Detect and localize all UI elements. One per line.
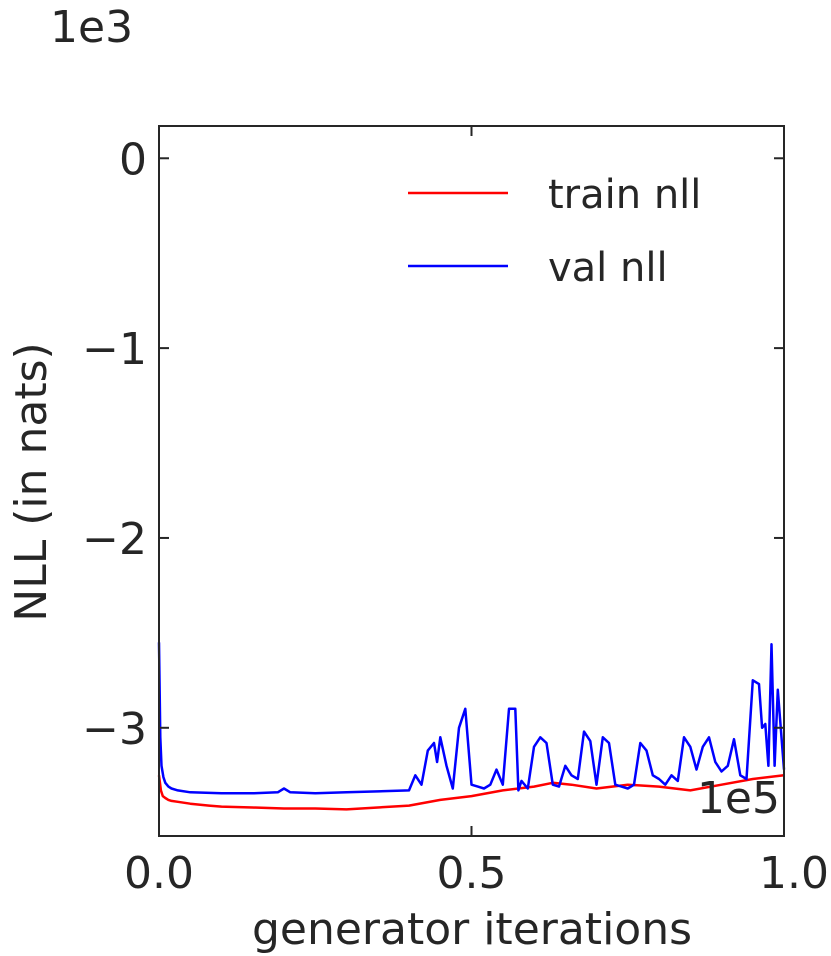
series-layer [157, 642, 786, 811]
y-offset-text: 1e3 [50, 2, 133, 53]
y-tick-label: −3 [82, 704, 147, 755]
x-tick-label: 0.0 [124, 848, 194, 899]
ticks-layer: 0 −1 −2 −3 0.0 0.5 1.0 [82, 126, 829, 899]
y-tick-label: −2 [82, 514, 147, 565]
x-offset-text: 1e5 [697, 773, 780, 824]
y-tick-label: 0 [119, 134, 147, 185]
legend: train nll val nll [408, 172, 701, 291]
legend-label-train: train nll [548, 172, 701, 218]
plot-area: 0 −1 −2 −3 0.0 0.5 1.0 [82, 125, 829, 899]
x-tick-label: 0.5 [437, 848, 507, 899]
series-line-val-nll [157, 642, 786, 795]
legend-label-val: val nll [548, 245, 668, 291]
plot-frame [158, 125, 785, 837]
y-axis-label: NLL (in nats) [6, 342, 57, 621]
x-tick-label: 1.0 [759, 848, 829, 899]
series-line-train-nll [157, 774, 785, 811]
x-axis-label: generator iterations [252, 904, 692, 955]
y-tick-label: −1 [82, 324, 147, 375]
